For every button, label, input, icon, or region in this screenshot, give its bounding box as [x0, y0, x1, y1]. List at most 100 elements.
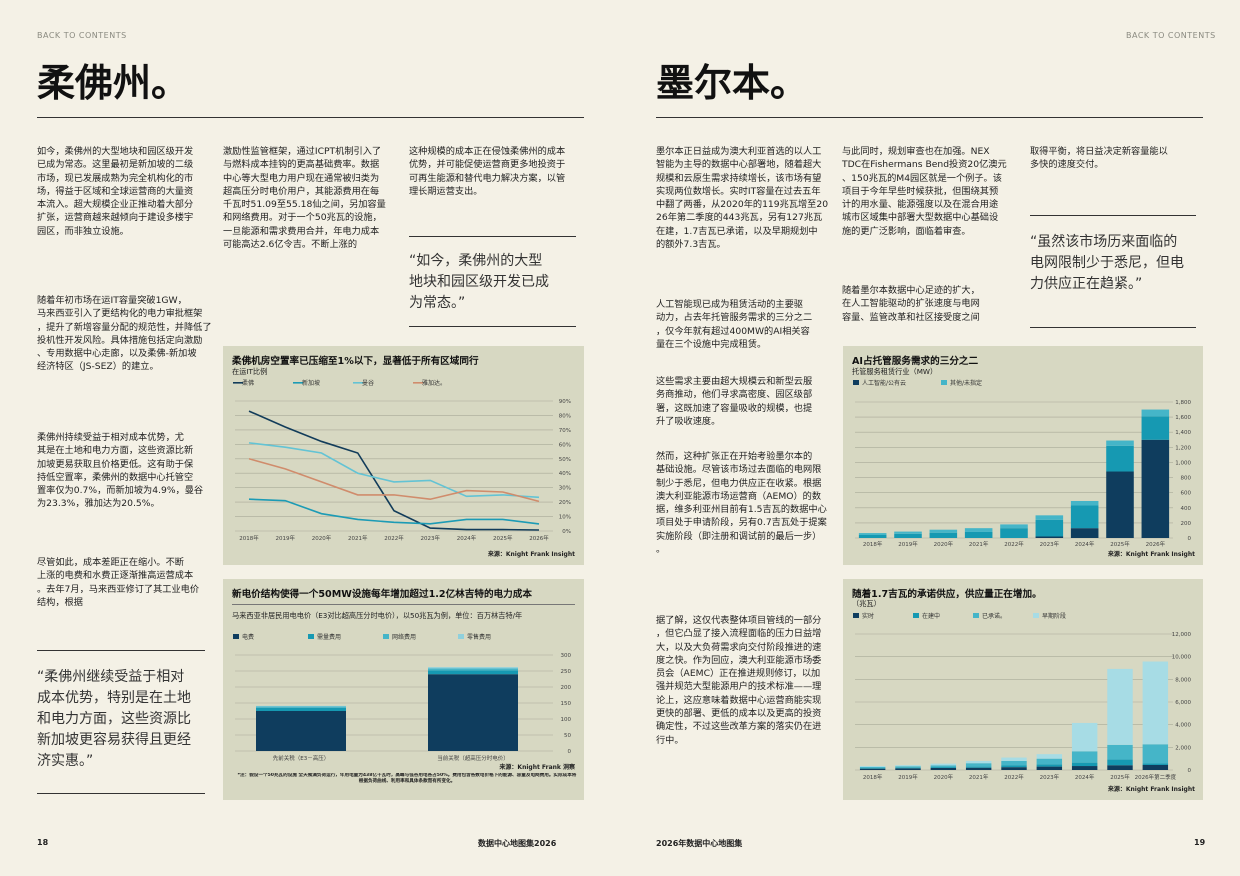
bar-在建中	[1071, 762, 1098, 767]
bar-人工智能	[1035, 536, 1064, 538]
bar-早期阶段	[895, 765, 921, 767]
bar-网络费用	[428, 668, 518, 671]
title-divider	[37, 117, 584, 118]
chart-source: 来源：Knight Frank Insight	[1108, 550, 1195, 558]
body-paragraph: 这种规模的成本正在侵蚀柔佛州的成本 优势，并可能促使运营商更多地投资于 可再生能…	[409, 146, 566, 197]
legend-swatch	[308, 634, 314, 639]
page-title: 柔佛州。	[37, 61, 190, 105]
bar-在建中	[895, 767, 921, 769]
x-tick-label: 2018年	[239, 534, 259, 542]
y-tick-label: 40%	[559, 471, 571, 477]
chart-subtitle: 马来西亚非居民用电电价（E3对比超高压分时电价），以50兆瓦为例，单位：百万林吉…	[232, 611, 523, 620]
body-paragraph: 这些需求主要由超大规模云和新型云服 务商推动，他们寻求高密度、园区级部 署，这既…	[656, 376, 813, 427]
page-title: 墨尔本。	[656, 61, 809, 105]
bar-人工智能	[1106, 471, 1134, 538]
bar-人工智能	[1141, 439, 1170, 538]
x-tick-label: 2019年	[276, 534, 296, 542]
pull-quote: “柔佛州继续受益于相对 成本优势，特别是在土地 和电力方面，这些资源比 新加坡更…	[37, 669, 191, 769]
x-tick-label: 2018年	[863, 773, 883, 781]
legend-label: 其他/未指定	[950, 379, 982, 387]
x-tick-label: 2025年	[1110, 540, 1130, 548]
quote-divider	[37, 650, 205, 651]
supply-chart-panel: 随着1.7吉瓦的承诺供应，供应量正在增加。 （兆瓦） 实时 在建中 已承诺。 早期阶段…	[843, 579, 1203, 800]
legend-swatch	[293, 382, 303, 384]
ai-demand-bar-chart: 人工智能/公有云 其他/未指定 0 200 400 600 800 1,000 1,200 1,4…	[853, 379, 1195, 558]
bar-公有云	[894, 533, 922, 538]
legend-label: 人工智能/公有云	[862, 379, 906, 387]
y-tick-label: 30%	[559, 486, 571, 492]
y-tick-label: 200	[561, 685, 572, 691]
bar-早期阶段	[965, 760, 992, 764]
bar-实时	[1071, 766, 1098, 770]
pull-quote: “如今，柔佛州的大型 地块和园区级开发已成 为常态。”	[409, 253, 549, 311]
x-tick-label: 2026年	[529, 534, 549, 542]
chart-title: 柔佛机房空置率已压缩至1%以下，显著低于所有区域同行	[232, 356, 479, 367]
bar-需量费用	[428, 670, 518, 675]
bar-已承诺。	[895, 766, 921, 768]
x-tick-label: 2026年第二季度	[1135, 773, 1177, 781]
back-to-contents-link[interactable]: BACK TO CONTENTS	[1126, 31, 1216, 40]
body-paragraph: 墨尔本正日益成为澳大利亚首选的以人工 智能为主导的数据中心部署地，随着超大 规模…	[656, 146, 829, 251]
quote-divider	[1030, 215, 1196, 216]
bar-电费	[428, 674, 518, 751]
bar-已承诺。	[1001, 760, 1027, 766]
bar-其他/未指定	[1035, 515, 1064, 520]
chart-title: 随着1.7吉瓦的承诺供应，供应量正在增加。	[852, 589, 1042, 600]
body-paragraph: 然而，这种扩张正在开始考验墨尔本的 基础设施。尽管该市场过去面临的电网限 制少于…	[656, 451, 827, 556]
y-tick-label: 12,000	[1172, 632, 1192, 638]
bar-已承诺。	[965, 763, 992, 767]
bar-早期阶段	[1071, 722, 1098, 752]
y-tick-label: 1,400	[1175, 430, 1191, 436]
bar-早期阶段	[1001, 757, 1027, 761]
x-tick-label: 2019年	[898, 773, 918, 781]
x-tick-label: 2021年	[969, 540, 989, 548]
legend-swatch	[458, 634, 464, 639]
bar-公有云	[1070, 505, 1099, 529]
bar-在建中	[1142, 763, 1169, 765]
vacancy-line-chart: 柔佛 新加坡 曼谷 雅加达。 0% 10% 20% 30% 40% 50% 60% 70% 80% 90%…	[233, 379, 575, 558]
bar-在建中	[1107, 759, 1133, 766]
y-tick-label: 50	[564, 733, 571, 739]
bar-其他/未指定	[964, 528, 993, 532]
bar-电费	[256, 711, 346, 751]
footer-title: 数据中心地图集2026	[478, 839, 557, 848]
bar-其他/未指定	[929, 529, 958, 533]
bar-已承诺。	[859, 766, 886, 769]
bar-公有云	[929, 532, 958, 538]
y-tick-label: 60%	[559, 442, 571, 448]
y-tick-label: 8,000	[1175, 677, 1191, 683]
bar-其他/未指定	[1141, 409, 1170, 417]
x-tick-label: 2025年	[1110, 773, 1130, 781]
bar-已承诺。	[930, 765, 957, 768]
back-to-contents-link[interactable]: BACK TO CONTENTS	[37, 31, 127, 40]
y-tick-label: 2,000	[1175, 745, 1191, 751]
bar-实时	[1142, 764, 1169, 770]
series-line-新加坡	[248, 498, 540, 525]
bar-公有云	[1000, 528, 1028, 538]
legend-swatch	[383, 634, 389, 639]
tariff-chart-panel: 新电价结构使得一个50MW设施每年增加超过1.2亿林吉特的电力成本 马来西亚非居…	[223, 579, 584, 800]
bar-已承诺。	[1107, 744, 1133, 760]
y-tick-label: 70%	[559, 428, 571, 434]
bar-其他/未指定	[894, 531, 922, 534]
bar-实时	[859, 768, 886, 770]
bar-其他/未指定	[1070, 500, 1099, 506]
bar-在建中	[965, 766, 992, 768]
y-tick-label: 600	[1181, 491, 1192, 497]
bar-已承诺。	[1071, 751, 1098, 763]
supply-bar-chart: 实时 在建中 已承诺。 早期阶段 0 2,000 4,000 6,000 8,000 10,000…	[853, 612, 1195, 793]
x-tick-label: 2025年	[493, 534, 513, 542]
chart-source: 来源：Knight Frank 洞察	[499, 763, 576, 771]
legend-swatch	[941, 380, 947, 385]
y-tick-label: 50%	[559, 457, 571, 463]
x-tick-label: 2020年	[934, 773, 954, 781]
legend-swatch	[353, 382, 363, 384]
bar-零售费用	[256, 705, 346, 707]
bar-零售费用	[428, 667, 518, 669]
body-paragraph: 据了解，这仅代表整体项目管线的一部分 ，但它凸显了接入流程面临的压力日益增 大，…	[656, 615, 822, 746]
bar-早期阶段	[1142, 661, 1169, 745]
y-tick-label: 1,200	[1175, 445, 1191, 451]
series-line-柔佛	[248, 410, 540, 531]
legend-swatch	[413, 382, 423, 384]
legend-label: 网络费用	[392, 633, 416, 641]
